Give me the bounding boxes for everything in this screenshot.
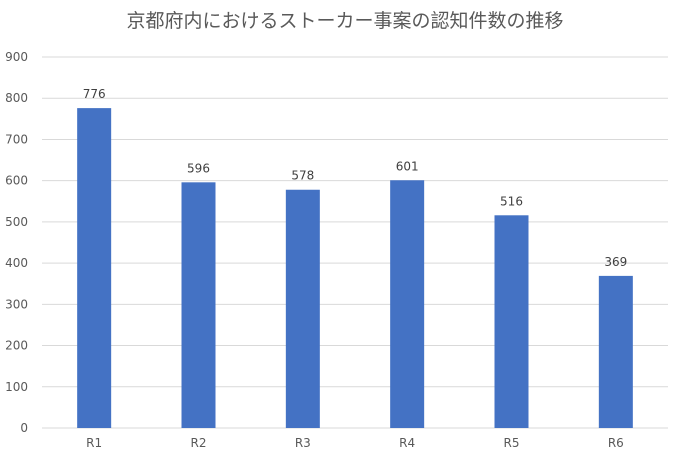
y-tick-label: 400 bbox=[5, 256, 28, 270]
y-tick-label: 500 bbox=[5, 215, 28, 229]
y-tick-label: 800 bbox=[5, 91, 28, 105]
bar bbox=[494, 215, 529, 428]
chart-title: 京都府内におけるストーカー事案の認知件数の推移 bbox=[126, 10, 564, 32]
y-tick-label: 0 bbox=[20, 421, 28, 435]
y-tick-label: 300 bbox=[5, 297, 28, 311]
data-label: 776 bbox=[83, 87, 106, 101]
data-label: 601 bbox=[396, 159, 419, 173]
data-label: 516 bbox=[500, 194, 523, 208]
x-tick-label: R5 bbox=[504, 436, 520, 450]
y-tick-label: 100 bbox=[5, 380, 28, 394]
x-tick-label: R6 bbox=[608, 436, 624, 450]
bar bbox=[77, 108, 112, 429]
y-tick-label: 200 bbox=[5, 339, 28, 353]
y-tick-label: 900 bbox=[5, 50, 28, 64]
data-label: 369 bbox=[604, 255, 627, 269]
data-label: 578 bbox=[291, 169, 314, 183]
bar bbox=[598, 275, 633, 428]
y-tick-label: 700 bbox=[5, 132, 28, 146]
y-tick-label: 600 bbox=[5, 174, 28, 188]
data-label: 596 bbox=[187, 161, 210, 175]
x-tick-label: R1 bbox=[86, 436, 102, 450]
bar bbox=[285, 189, 320, 428]
bar bbox=[390, 180, 425, 428]
x-tick-label: R4 bbox=[399, 436, 415, 450]
x-tick-label: R2 bbox=[191, 436, 207, 450]
bar bbox=[181, 182, 216, 428]
x-tick-label: R3 bbox=[295, 436, 311, 450]
